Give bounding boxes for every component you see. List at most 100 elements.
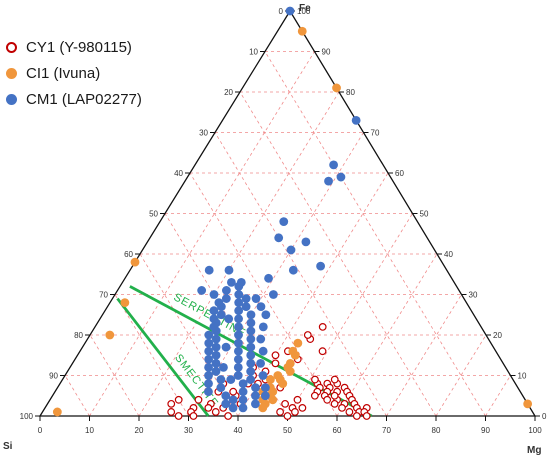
data-point <box>298 404 307 412</box>
data-point <box>285 367 295 376</box>
data-point <box>209 314 219 324</box>
tick-label-bottom: 0 <box>38 426 43 435</box>
data-point <box>209 322 219 332</box>
data-point <box>234 322 243 332</box>
grid-line-si <box>264 51 486 417</box>
data-point <box>221 391 231 401</box>
data-point <box>271 351 280 360</box>
tick-label-bottom: 100 <box>528 426 542 435</box>
tick-label-bottom: 50 <box>283 426 292 435</box>
apex-label-mg: Mg <box>527 445 541 456</box>
tick-label-bottom: 40 <box>234 426 243 435</box>
data-point <box>286 245 296 255</box>
data-point <box>330 399 339 408</box>
tick-label-right: 100 <box>297 7 311 16</box>
tick-label-left: 40 <box>174 169 183 178</box>
data-point <box>311 375 319 384</box>
legend-label: CI1 (Ivuna) <box>26 64 101 82</box>
data-point <box>271 359 280 368</box>
data-point <box>221 399 231 409</box>
data-point <box>301 237 311 247</box>
data-point <box>211 334 221 344</box>
data-point <box>209 306 219 316</box>
legend-item-ci1: CI1 (Ivuna) <box>6 60 142 86</box>
tick-label-left: 90 <box>49 372 58 381</box>
data-point <box>234 298 244 307</box>
data-point <box>130 257 140 267</box>
grid-line-mg <box>386 294 462 417</box>
data-point <box>52 407 62 417</box>
data-point <box>285 358 295 368</box>
data-point <box>330 391 339 400</box>
data-point <box>234 330 243 340</box>
data-point <box>291 408 299 416</box>
data-point <box>204 330 214 340</box>
data-point <box>120 298 130 307</box>
data-point <box>233 354 243 364</box>
data-point <box>211 408 220 416</box>
smectite-line <box>116 297 210 417</box>
data-point <box>228 395 238 405</box>
legend-item-cm1: CM1 (LAP02277) <box>6 86 142 112</box>
data-point <box>204 338 214 348</box>
tick-label-right: 20 <box>493 331 502 340</box>
data-point <box>229 387 238 396</box>
data-point <box>211 350 221 360</box>
legend: CY1 (Y-980115) CI1 (Ivuna) CM1 (LAP02277… <box>6 34 142 112</box>
grid-line-mg <box>89 51 315 417</box>
data-point <box>189 412 198 420</box>
data-point <box>204 404 213 412</box>
tick-label-right: 0 <box>542 412 547 421</box>
data-point <box>227 277 236 287</box>
legend-label: CY1 (Y-980115) <box>26 38 132 56</box>
grid-line-si <box>64 375 90 417</box>
data-point <box>351 115 361 125</box>
tick-label-bottom: 30 <box>184 426 193 435</box>
data-point <box>258 403 268 413</box>
tick-label-right: 40 <box>444 250 453 259</box>
data-point <box>234 290 244 299</box>
tick-label-right: 60 <box>395 169 404 178</box>
data-point <box>290 350 300 360</box>
data-point <box>278 379 288 388</box>
filled-circle-marker-icon <box>6 93 17 105</box>
data-point <box>246 334 256 344</box>
grid-line-si <box>89 334 140 417</box>
filled-circle-marker-icon <box>6 67 17 79</box>
data-point <box>283 412 292 420</box>
data-point <box>204 387 213 397</box>
tick-label-right: 80 <box>346 88 355 97</box>
data-point <box>251 294 261 303</box>
tick-label-left: 10 <box>249 48 258 57</box>
ternary-grid <box>64 51 511 417</box>
data-point <box>246 318 256 328</box>
tick-label-left: 0 <box>279 7 284 16</box>
data-point <box>246 375 256 384</box>
data-point <box>258 322 268 332</box>
grid-line-mg <box>287 213 413 417</box>
data-point <box>285 6 295 16</box>
data-point <box>241 294 251 303</box>
data-point <box>224 265 234 275</box>
tick-label-bottom: 10 <box>85 426 94 435</box>
data-point <box>246 326 256 336</box>
data-point <box>224 314 234 324</box>
data-point <box>251 391 260 401</box>
data-point <box>234 314 244 324</box>
data-point <box>234 346 243 356</box>
tick-label-left: 80 <box>74 331 83 340</box>
data-point <box>246 342 256 352</box>
data-point <box>167 399 176 408</box>
data-point <box>316 261 325 271</box>
data-point <box>293 395 302 404</box>
grid-line-mg <box>435 334 487 417</box>
apex-label-si: Si <box>3 441 13 452</box>
data-point <box>288 265 298 275</box>
data-point <box>523 399 533 409</box>
data-point <box>260 391 270 401</box>
data-point <box>269 290 278 299</box>
data-point <box>318 347 327 356</box>
data-point <box>303 331 312 339</box>
data-point <box>256 302 266 312</box>
